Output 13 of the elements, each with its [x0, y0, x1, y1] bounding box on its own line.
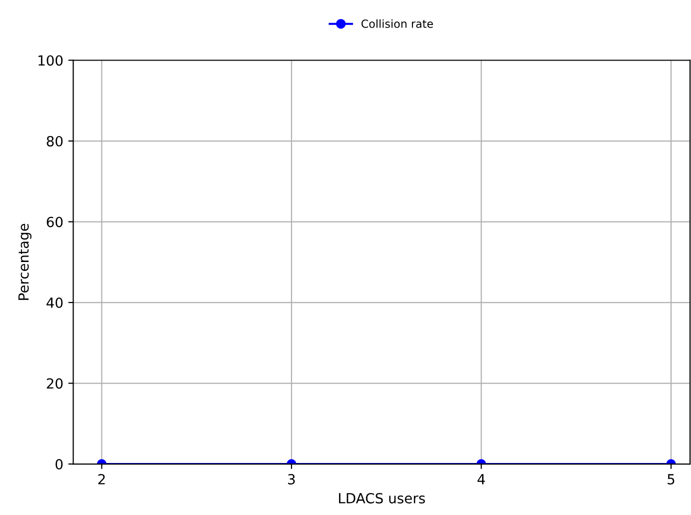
- x-tick-label: 3: [288, 474, 295, 484]
- x-axis-title: LDACS users: [339, 492, 425, 504]
- y-axis-title: Percentage: [18, 224, 32, 300]
- x-tick-label: 4: [478, 474, 485, 484]
- legend-label: Collision rate: [362, 19, 433, 28]
- y-tick-label: 100: [38, 55, 63, 66]
- y-tick-label: 80: [46, 136, 63, 146]
- y-tick-label: 60: [46, 216, 63, 228]
- x-tick-label: 5: [668, 474, 674, 484]
- y-tick-label: 40: [46, 297, 63, 308]
- y-tick-label: 20: [46, 378, 63, 389]
- x-tick-label: 2: [98, 474, 105, 484]
- y-tick-label: 0: [56, 458, 63, 470]
